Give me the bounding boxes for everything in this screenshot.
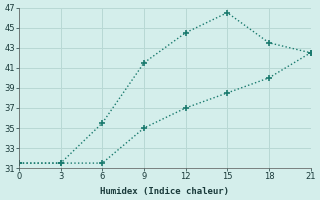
X-axis label: Humidex (Indice chaleur): Humidex (Indice chaleur) xyxy=(100,187,229,196)
